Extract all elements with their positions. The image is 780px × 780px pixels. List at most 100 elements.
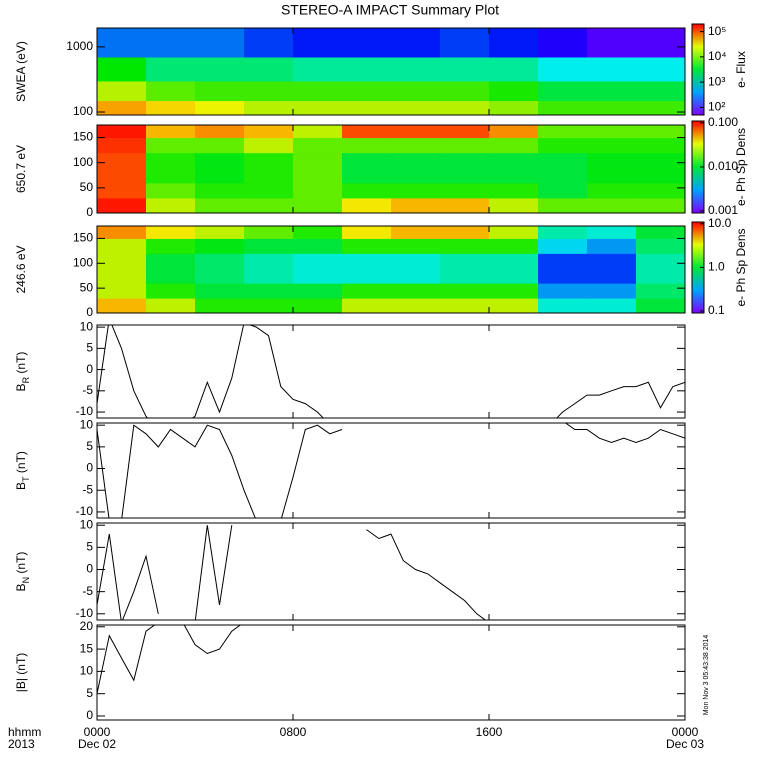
heatmap-cell [538, 28, 588, 58]
heatmap-cell [97, 100, 147, 115]
heatmap-cell [244, 28, 294, 58]
heatmap-cell [636, 137, 685, 154]
y-tick-label: 0 [86, 562, 93, 576]
heatmap-cell [146, 298, 196, 313]
heatmap-cell [587, 152, 637, 169]
y-axis-label-part: |B| (nT) [14, 653, 28, 693]
heatmap-cell [538, 152, 588, 169]
heatmap-cell [146, 137, 196, 154]
heatmap-cell [538, 167, 588, 184]
panel-frame [96, 225, 686, 314]
heatmap-cell [97, 28, 147, 58]
heatmap-cell [489, 197, 539, 213]
heatmap-cell [538, 80, 588, 102]
data-line [191, 325, 324, 418]
heatmap-cell [97, 268, 147, 284]
heatmap-cell [538, 226, 588, 239]
heatmap-cell [440, 56, 490, 82]
colorbar-label: e- Ph Sp Dens [734, 128, 748, 206]
y-tick-label: 5 [86, 341, 93, 355]
heatmap-cell [293, 182, 343, 199]
heatmap-cell [97, 283, 147, 299]
heatmap-cell [146, 167, 196, 184]
heatmap-cell [195, 100, 245, 115]
y-axis-label-part: R [21, 376, 31, 383]
y-axis-label: 650.7 eV [14, 145, 28, 193]
heatmap-cell [293, 100, 343, 115]
heatmap-cell [538, 268, 588, 284]
heatmap-cell [636, 28, 685, 58]
colorbar-label: e- Flux [734, 51, 748, 88]
heatmap-cell [440, 28, 490, 58]
colorbar-tick-label: 10² [708, 100, 725, 114]
data-line [194, 525, 233, 620]
heatmap-cell [195, 28, 245, 58]
heatmap-cell [489, 226, 539, 239]
heatmap-cell [440, 167, 490, 184]
heatmap-cell [489, 125, 539, 139]
heatmap-cell [97, 226, 147, 239]
data-line [183, 625, 242, 655]
heatmap-cell [293, 80, 343, 102]
heatmap-cell [489, 56, 539, 82]
y-tick-label: 1000 [66, 39, 93, 53]
heatmap-cell [391, 56, 441, 82]
heatmap-cell [342, 226, 392, 239]
y-tick-label: 20 [80, 619, 94, 633]
heatmap-cell [244, 182, 294, 199]
heatmap-cell [293, 283, 343, 299]
plot-title: STEREO-A IMPACT Summary Plot [281, 2, 499, 18]
heatmap-cell [391, 283, 441, 299]
heatmap-cell [440, 238, 490, 254]
heatmap-cell [636, 152, 685, 169]
y-tick-label: 10 [80, 319, 94, 333]
y-axis-label: 246.6 eV [14, 245, 28, 293]
heatmap-cell [195, 80, 245, 102]
y-tick-label: 10 [80, 517, 94, 531]
heatmap-cell [538, 283, 588, 299]
heatmap-cell [440, 268, 490, 284]
heatmap-cell [636, 56, 685, 82]
heatmap-cell [195, 56, 245, 82]
heatmap-cell [293, 125, 343, 139]
heatmap-cell [587, 80, 637, 102]
heatmap-cell [587, 238, 637, 254]
heatmap-cell [293, 197, 343, 213]
y-tick-label: -10 [76, 404, 94, 418]
y-axis-label-part: (nT) [14, 552, 28, 577]
y-axis-label-part: 650.7 eV [14, 145, 28, 193]
heatmap-cell [146, 125, 196, 139]
heatmap-cell [489, 238, 539, 254]
heatmap-cell [489, 268, 539, 284]
heatmap-cell [342, 28, 392, 58]
colorbar-tick-label: 0.1 [708, 303, 725, 317]
y-axis-label-part: B [14, 482, 28, 490]
heatmap-cell [293, 253, 343, 269]
colorbar-tick-label: 0.010 [708, 159, 738, 173]
heatmap-cell [97, 182, 147, 199]
heatmap-cell [146, 238, 196, 254]
heatmap-cell [146, 268, 196, 284]
heatmap-cell [489, 152, 539, 169]
heatmap-cell [636, 226, 685, 239]
heatmap-cell [489, 298, 539, 313]
y-tick-label: 100 [73, 155, 93, 169]
heatmap-cell [391, 226, 441, 239]
y-axis-label-part: 246.6 eV [14, 245, 28, 293]
row-label: hhmm [8, 725, 41, 739]
heatmap-cell [146, 152, 196, 169]
data-line [564, 423, 685, 444]
data-line [97, 534, 159, 620]
y-axis-label: BT (nT) [14, 451, 31, 490]
heatmap-cell [342, 253, 392, 269]
panel-data [97, 28, 685, 115]
heatmap-cell [146, 197, 196, 213]
heatmap-cell [440, 137, 490, 154]
heatmap-cell [440, 197, 490, 213]
panel-frame [96, 522, 686, 621]
heatmap-cell [587, 298, 637, 313]
heatmap-cell [636, 100, 685, 115]
heatmap-cell [97, 238, 147, 254]
y-tick-label: 10 [80, 417, 94, 431]
y-tick-label: -5 [82, 584, 93, 598]
